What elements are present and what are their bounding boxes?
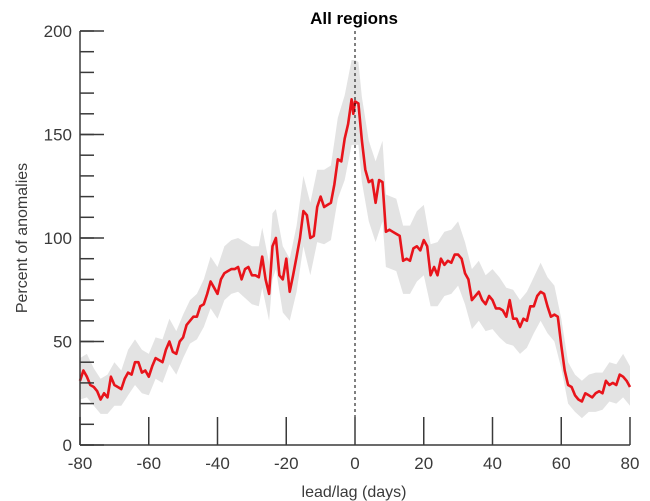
x-tick-label: -40 bbox=[205, 454, 230, 473]
x-tick-label: 20 bbox=[414, 454, 433, 473]
uncertainty-band bbox=[80, 60, 630, 419]
y-tick-label: 100 bbox=[44, 229, 72, 248]
x-tick-label: -20 bbox=[274, 454, 299, 473]
y-tick-label: 50 bbox=[53, 333, 72, 352]
y-axis-label: Percent of anomalies bbox=[14, 163, 31, 313]
chart-title: All regions bbox=[310, 9, 398, 28]
y-tick-label: 200 bbox=[44, 22, 72, 41]
x-tick-label: -60 bbox=[136, 454, 161, 473]
x-axis-label: lead/lag (days) bbox=[302, 484, 407, 501]
x-tick-label: 80 bbox=[621, 454, 640, 473]
y-tick-label: 0 bbox=[63, 436, 72, 455]
series-line-0 bbox=[78, 98, 632, 403]
x-tick-label: 40 bbox=[483, 454, 502, 473]
x-tick-label: 0 bbox=[350, 454, 359, 473]
y-tick-label: 150 bbox=[44, 126, 72, 145]
x-tick-label: -80 bbox=[68, 454, 93, 473]
x-tick-label: 60 bbox=[552, 454, 571, 473]
